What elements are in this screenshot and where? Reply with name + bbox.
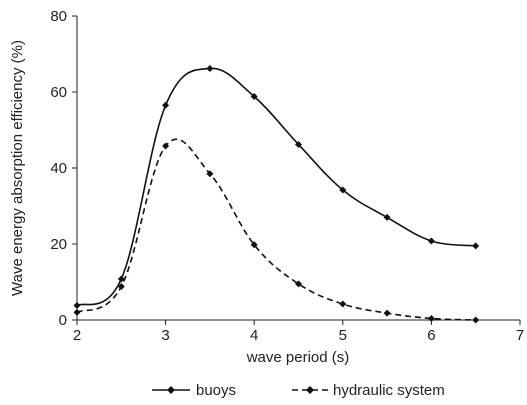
legend-hydraulic-marker (306, 386, 314, 394)
series-line-hydraulic-system (76, 138, 476, 321)
data-point-buoys (206, 64, 214, 72)
x-axis-title: wave period (s) (246, 349, 350, 366)
data-point-buoys (117, 275, 125, 283)
x-tick-label: 2 (73, 327, 81, 344)
x-tick-label: 6 (427, 327, 435, 344)
y-tick-label: 20 (50, 236, 67, 253)
data-point-buoys (383, 213, 391, 221)
x-tick-label: 4 (250, 327, 258, 344)
data-point-hydraulic-system (472, 316, 480, 324)
data-point-buoys (472, 242, 480, 250)
data-point-hydraulic-system (427, 314, 435, 322)
data-point-buoys (295, 140, 302, 148)
axes (76, 16, 520, 321)
y-tick-label: 60 (50, 84, 67, 101)
data-point-buoys (339, 186, 347, 194)
data-point-buoys (73, 302, 81, 310)
x-tick-label: 7 (516, 327, 524, 344)
data-point-hydraulic-system (250, 241, 258, 249)
series-layer (73, 64, 480, 324)
y-axis-title: Wave energy absorption efficiency (%) (9, 40, 26, 296)
data-point-hydraulic-system (206, 170, 214, 178)
y-tick-label: 40 (50, 160, 67, 177)
data-point-buoys (162, 101, 170, 109)
data-point-hydraulic-system (73, 308, 81, 316)
legend-buoys-marker (167, 386, 175, 394)
data-point-hydraulic-system (295, 280, 302, 288)
series-line-buoys (76, 67, 476, 307)
x-tick-label: 3 (161, 327, 169, 344)
x-tick-label: 5 (339, 327, 347, 344)
data-point-hydraulic-system (117, 283, 125, 291)
data-point-hydraulic-system (383, 309, 391, 317)
y-tick-label: 80 (50, 8, 67, 25)
ticks: 2 3 4 5 6 7 0 20 40 60 80 (50, 8, 524, 344)
legend-hydraulic-label: hydraulic system (333, 382, 445, 399)
data-point-hydraulic-system (162, 142, 170, 150)
data-point-buoys (427, 237, 435, 245)
data-point-buoys (250, 93, 258, 101)
legend: buoys hydraulic system (152, 382, 445, 399)
legend-buoys-label: buoys (196, 382, 236, 399)
y-tick-label: 0 (59, 312, 67, 329)
data-point-hydraulic-system (339, 300, 347, 308)
